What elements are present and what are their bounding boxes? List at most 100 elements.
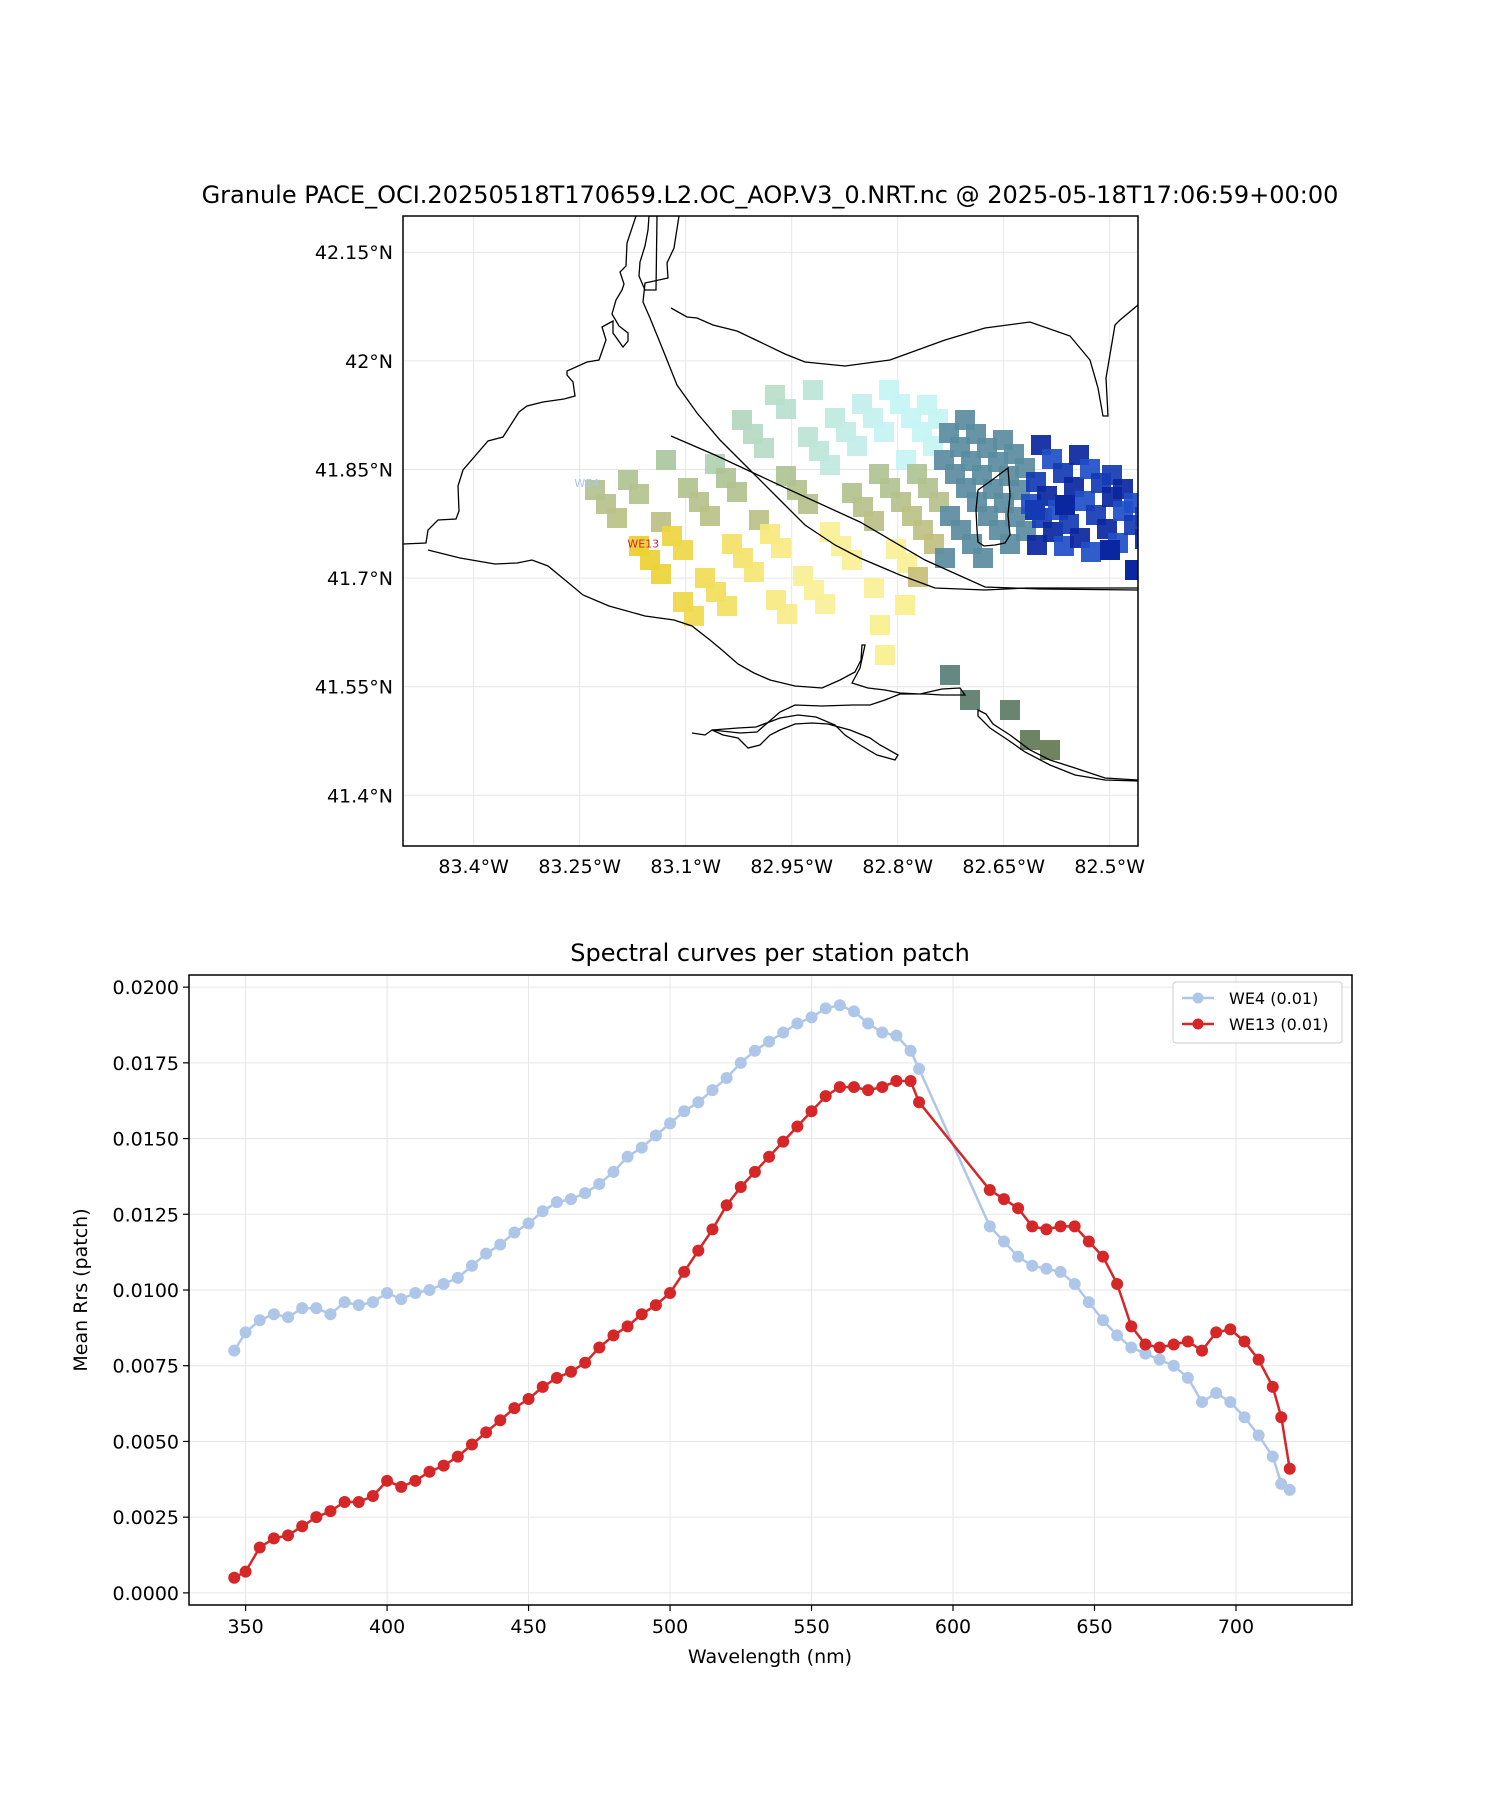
map-pixel <box>1054 536 1074 556</box>
series-1-point <box>1139 1338 1152 1351</box>
map-lat-tick-label: 42.15°N <box>315 242 393 264</box>
map-pixel <box>798 494 818 514</box>
coastline-layer <box>403 216 1138 782</box>
map-pixel <box>1124 493 1138 513</box>
map-pixel <box>1100 540 1120 560</box>
map-pixel <box>820 455 840 475</box>
series-1-point <box>1181 1335 1194 1348</box>
map-lat-tick-label: 41.85°N <box>315 459 393 481</box>
series-1-point <box>819 1090 832 1103</box>
series-1-point <box>480 1426 493 1439</box>
coastline-marsh-peninsula <box>711 714 899 761</box>
series-0-point <box>876 1026 889 1039</box>
series-1-point <box>239 1565 252 1578</box>
series-0-point <box>465 1259 478 1272</box>
border-line <box>670 435 1138 591</box>
series-0-point <box>1040 1262 1053 1275</box>
series-0-point <box>983 1220 996 1233</box>
series-0-point <box>748 1044 761 1057</box>
series-0-point <box>338 1296 351 1309</box>
series-1-point <box>1082 1235 1095 1248</box>
map-pixel <box>1055 495 1075 515</box>
coastline-river-island <box>638 216 658 291</box>
map-pixel <box>1135 529 1138 549</box>
series-0-point <box>1054 1265 1067 1278</box>
series-0-point <box>228 1344 241 1357</box>
series-0-point <box>579 1187 592 1200</box>
series-0-point <box>763 1035 776 1048</box>
map-pixel <box>1027 535 1047 555</box>
series-0-point <box>1096 1314 1109 1327</box>
series-1-point <box>833 1081 846 1094</box>
series-1-point <box>253 1541 266 1554</box>
x-tick-label: 550 <box>793 1616 829 1638</box>
x-tick-label: 700 <box>1218 1616 1254 1638</box>
map-title: Granule PACE_OCI.20250518T170659.L2.OC_A… <box>202 181 1339 209</box>
series-0-point <box>296 1302 309 1315</box>
series-1-point <box>748 1165 761 1178</box>
series-1-point <box>777 1135 790 1148</box>
y-tick-label: 0.0150 <box>113 1129 179 1151</box>
series-1-point <box>763 1150 776 1163</box>
map-pixel <box>842 550 862 570</box>
series-1-point <box>1275 1411 1288 1424</box>
series-1-point <box>1026 1220 1039 1233</box>
series-0-point <box>664 1117 677 1130</box>
map-pixel <box>727 482 747 502</box>
map-pixel <box>870 615 890 635</box>
series-1-point <box>1196 1344 1209 1357</box>
map-lon-tick-label: 83.25°W <box>538 856 621 878</box>
map-pixel <box>1125 560 1138 580</box>
series-0-point <box>819 1002 832 1015</box>
map-pixel <box>673 540 693 560</box>
x-tick-label: 350 <box>227 1616 263 1638</box>
map-pixel <box>629 484 649 504</box>
coastline-west-shore <box>403 216 637 545</box>
series-1-point <box>1068 1220 1081 1233</box>
station-labels: WE4 WE13 <box>574 477 659 551</box>
series-0-point <box>1196 1396 1209 1409</box>
series-1-point <box>664 1287 677 1300</box>
map-pixel-layer <box>585 380 1177 760</box>
series-1-point <box>1210 1326 1223 1339</box>
station-label-we13: WE13 <box>627 538 659 551</box>
y-tick-label: 0.0125 <box>113 1204 179 1226</box>
series-0-point <box>1139 1347 1152 1360</box>
map-pixel <box>744 562 764 582</box>
coastline-south-shore <box>427 549 967 736</box>
series-1-point <box>310 1511 323 1524</box>
series-0-point <box>621 1150 634 1163</box>
y-tick-label: 0.0025 <box>113 1507 179 1529</box>
series-1-point <box>1040 1223 1053 1236</box>
series-1-point <box>904 1075 917 1088</box>
series-0-point <box>649 1129 662 1142</box>
series-1-point <box>282 1529 295 1542</box>
chart-title: Spectral curves per station patch <box>570 939 970 967</box>
series-1-point <box>465 1438 478 1451</box>
map-pixel <box>776 399 796 419</box>
map-pixel <box>1000 700 1020 720</box>
map-pixel <box>1146 521 1166 541</box>
map-pixel <box>895 595 915 615</box>
series-0-point <box>494 1238 507 1251</box>
series-0-point <box>635 1141 648 1154</box>
map-pixel <box>864 578 884 598</box>
series-0-point <box>847 1005 860 1018</box>
series-1-point <box>1224 1323 1237 1336</box>
series-1-point <box>522 1393 535 1406</box>
series-0-point <box>607 1165 620 1178</box>
series-1-point <box>983 1184 996 1197</box>
series-0-point <box>777 1026 790 1039</box>
legend-marker-we4 <box>1192 992 1204 1004</box>
series-1-point <box>1054 1220 1067 1233</box>
series-1-point <box>267 1532 280 1545</box>
series-1-point <box>1266 1380 1279 1393</box>
series-0-point <box>791 1017 804 1030</box>
map-pixel <box>1157 535 1177 555</box>
map-pixel <box>940 665 960 685</box>
map-pixel <box>656 450 676 470</box>
series-1-point <box>1283 1462 1296 1475</box>
map-lat-tick-label: 42°N <box>345 351 393 373</box>
series-1-point <box>621 1320 634 1333</box>
map-pixel <box>717 596 737 616</box>
